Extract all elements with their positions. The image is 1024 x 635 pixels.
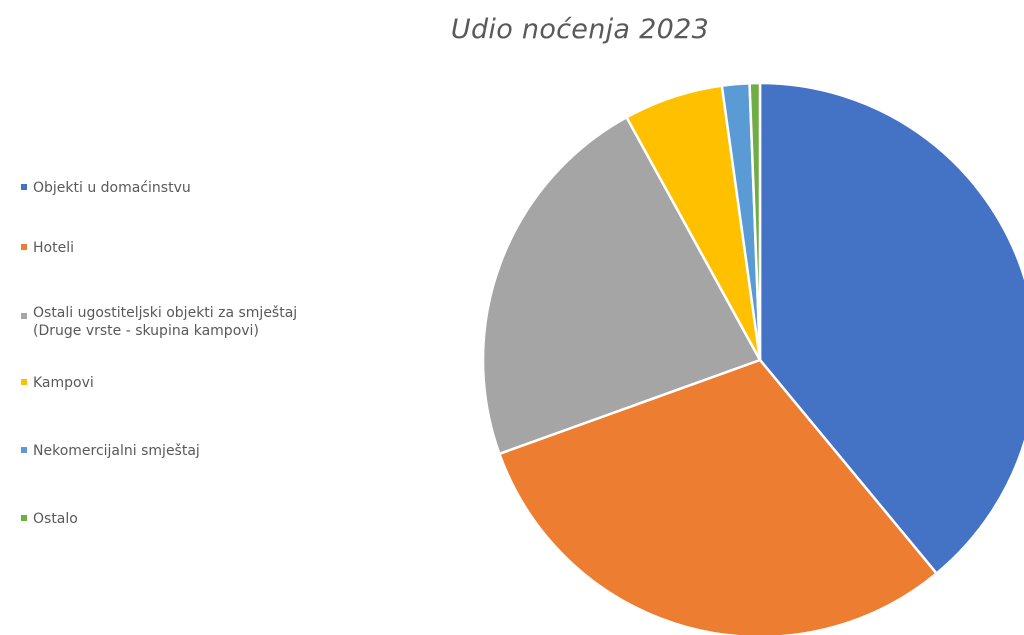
legend-item-nekomercijalni: Nekomercijalni smještaj [21, 440, 200, 462]
legend-item-objekti: Objekti u domaćinstvu [21, 177, 191, 199]
pie-slices [481, 81, 1024, 635]
legend-item-ostali-ugostiteljski: Ostali ugostiteljski objekti za smještaj… [21, 305, 297, 342]
legend-label: Hoteli [33, 240, 74, 256]
legend-label-line-2: (Druge vrste - skupina kampovi) [33, 323, 259, 339]
pie-slice-1 [498, 358, 938, 635]
legend-label: Nekomercijalni smještaj [33, 443, 200, 459]
legend-label: Kampovi [33, 375, 94, 391]
legend-label: Ostalo [33, 511, 78, 527]
legend-swatch [21, 447, 27, 453]
legend-swatch [21, 184, 27, 190]
legend-label: Ostali ugostiteljski objekti za smještaj… [33, 305, 297, 342]
legend-label-line-1: Ostali ugostiteljski objekti za smještaj [33, 305, 298, 321]
legend: Objekti u domaćinstvu Hoteli Ostali ugos… [0, 0, 400, 635]
chart-title: Udio noćenja 2023 [450, 14, 710, 45]
pie-slice-2 [481, 116, 762, 456]
legend-item-kampovi: Kampovi [21, 372, 94, 394]
legend-swatch [21, 379, 27, 385]
pie-slice-5 [748, 81, 762, 362]
legend-item-ostalo: Ostalo [21, 508, 78, 530]
legend-swatch [21, 313, 27, 319]
legend-swatch [21, 515, 27, 521]
pie-slice-0 [758, 81, 1024, 575]
legend-label: Objekti u domaćinstvu [33, 180, 191, 196]
legend-item-hoteli: Hoteli [21, 237, 74, 259]
legend-swatch [21, 244, 27, 250]
